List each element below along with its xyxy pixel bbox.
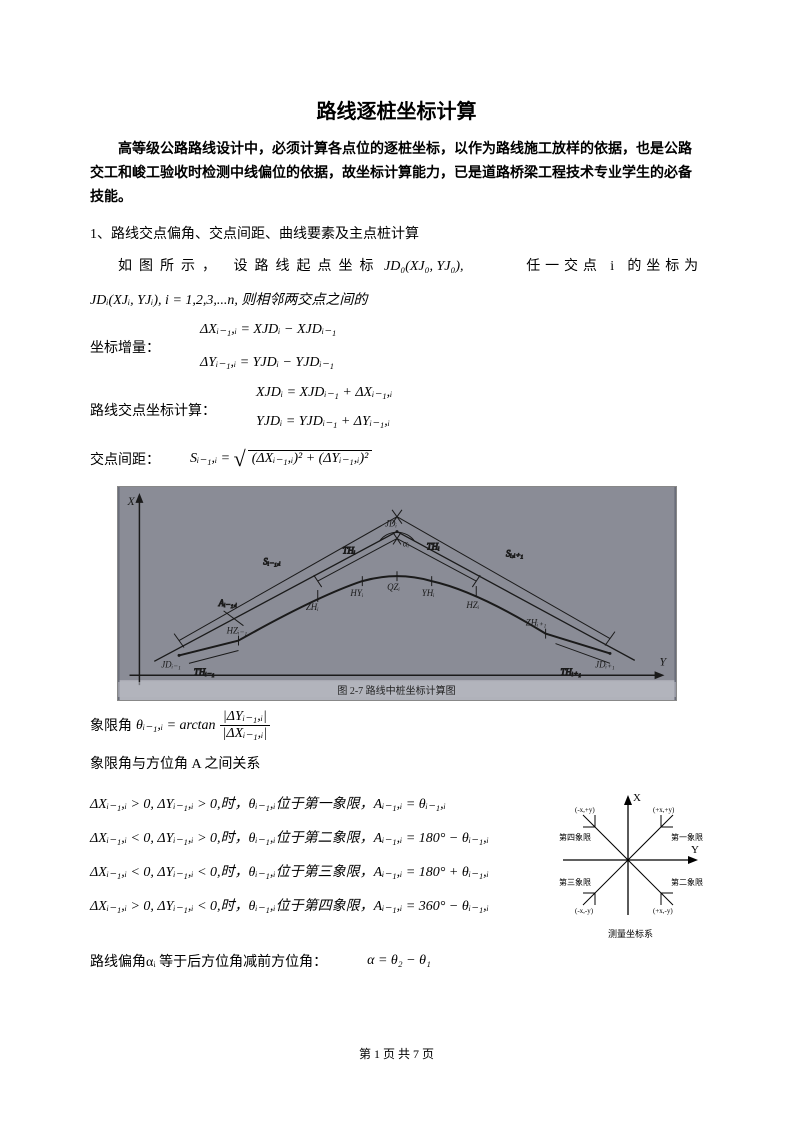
section-heading: 1、路线交点偏角、交点间距、曲线要素及主点桩计算 [90, 223, 703, 243]
quadrant-line-1: ΔXᵢ₋₁,ᵢ > 0, ΔYᵢ₋₁,ᵢ > 0,时，θᵢ₋₁,ᵢ位于第一象限，… [90, 793, 545, 813]
increment-label: 坐标增量： [90, 337, 160, 357]
route-diagram: X Y αᵢ JDᵢ₋₁ HZᵢ₋₁ ZHᵢ HYᵢ QZᵢ YHᵢ HZᵢ J… [117, 486, 677, 701]
quadrant-angle-eq: 象限角 θᵢ₋₁,ᵢ = arctan |ΔYᵢ₋₁,ᵢ| |ΔXᵢ₋₁,ᵢ| [90, 709, 703, 741]
svg-text:HZᵢ₋₁: HZᵢ₋₁ [225, 626, 247, 636]
distance-equation: Sᵢ₋₁,ᵢ = √(ΔXᵢ₋₁,ᵢ)² + (ΔYᵢ₋₁,ᵢ)² [190, 441, 372, 476]
page-title: 路线逐桩坐标计算 [90, 95, 703, 124]
intro-line-1: 如图所示， 设路线起点坐标 JD₀(XJ₀, YJ₀), 任一交点 i 的坐标为 [118, 253, 703, 281]
quadrant-line-2: ΔXᵢ₋₁,ᵢ < 0, ΔYᵢ₋₁,ᵢ > 0,时，θᵢ₋₁,ᵢ位于第二象限，… [90, 827, 545, 847]
quadrant-block: ΔXᵢ₋₁,ᵢ > 0, ΔYᵢ₋₁,ᵢ > 0,时，θᵢ₋₁,ᵢ位于第一象限，… [90, 785, 703, 945]
distance-label: 交点间距： [90, 449, 160, 469]
svg-text:第四象限: 第四象限 [559, 832, 591, 842]
coord-calc-label: 路线交点坐标计算： [90, 400, 216, 420]
svg-text:Sᵢ₋₁,ᵢ: Sᵢ₋₁,ᵢ [263, 556, 281, 566]
svg-text:Aᵢ₋₁,ᵢ: Aᵢ₋₁,ᵢ [217, 598, 237, 608]
relation-heading: 象限角与方位角 A 之间关系 [90, 753, 703, 773]
svg-text:JDᵢ₋₁: JDᵢ₋₁ [161, 659, 181, 669]
svg-text:HYᵢ: HYᵢ [349, 588, 363, 598]
svg-text:Y: Y [691, 844, 699, 856]
svg-text:X: X [633, 792, 641, 804]
svg-text:X: X [126, 494, 135, 508]
svg-text:第一象限: 第一象限 [671, 832, 703, 842]
coord-calc-row: 路线交点坐标计算： XJDᵢ = XJDᵢ₋₁ + ΔXᵢ₋₁,ᵢ YJDᵢ =… [90, 382, 703, 433]
svg-text:ZHᵢ: ZHᵢ [305, 602, 318, 612]
svg-text:ZHᵢ₊₁: ZHᵢ₊₁ [525, 618, 546, 628]
jdi-definition: JDᵢ(XJᵢ, YJᵢ), i = 1,2,3,...n, 则相邻两交点之间的 [90, 289, 703, 309]
svg-text:THᵢ₋₁: THᵢ₋₁ [193, 667, 214, 677]
svg-text:(+x,-y): (+x,-y) [653, 907, 673, 915]
intro-paragraph: 高等级公路路线设计中，必须计算各点位的逐桩坐标，以作为路线施工放样的依据，也是公… [90, 138, 703, 209]
coord-calc-equations: XJDᵢ = XJDᵢ₋₁ + ΔXᵢ₋₁,ᵢ YJDᵢ = YJDᵢ₋₁ + … [256, 382, 392, 433]
figure-caption: 图 2-7 路线中桩坐标计算图 [118, 682, 676, 697]
svg-text:Sᵢ,ᵢ₊₁: Sᵢ,ᵢ₊₁ [505, 548, 522, 558]
quadrant-diagram: X Y (-x,+y) (+x,+y) (+x,-y) [553, 785, 703, 945]
svg-text:THᵢ₊₁: THᵢ₊₁ [560, 667, 581, 677]
svg-text:JDᵢ₊₁: JDᵢ₊₁ [595, 659, 615, 669]
svg-text:(+x,+y): (+x,+y) [653, 806, 675, 814]
page-footer: 第 1 页 共 7 页 [0, 1045, 793, 1062]
svg-text:第二象限: 第二象限 [671, 877, 703, 887]
svg-text:THᵢ: THᵢ [342, 546, 355, 556]
quadrant-line-4: ΔXᵢ₋₁,ᵢ > 0, ΔYᵢ₋₁,ᵢ < 0,时，θᵢ₋₁,ᵢ位于第四象限，… [90, 895, 545, 915]
svg-text:第三象限: 第三象限 [559, 877, 591, 887]
svg-text:测量坐标系: 测量坐标系 [608, 928, 653, 939]
increment-equations: ΔXᵢ₋₁,ᵢ = XJDᵢ − XJDᵢ₋₁ ΔYᵢ₋₁,ᵢ = YJDᵢ −… [200, 319, 336, 374]
distance-row: 交点间距： Sᵢ₋₁,ᵢ = √(ΔXᵢ₋₁,ᵢ)² + (ΔYᵢ₋₁,ᵢ)² [90, 441, 703, 476]
quadrant-line-3: ΔXᵢ₋₁,ᵢ < 0, ΔYᵢ₋₁,ᵢ < 0,时，θᵢ₋₁,ᵢ位于第三象限，… [90, 861, 545, 881]
svg-text:(-x,-y): (-x,-y) [575, 907, 594, 915]
increment-row: 坐标增量： ΔXᵢ₋₁,ᵢ = XJDᵢ − XJDᵢ₋₁ ΔYᵢ₋₁,ᵢ = … [90, 319, 703, 374]
svg-text:YHᵢ: YHᵢ [421, 588, 434, 598]
svg-text:HZᵢ: HZᵢ [465, 600, 479, 610]
svg-text:THᵢ: THᵢ [426, 542, 439, 552]
svg-text:(-x,+y): (-x,+y) [575, 806, 595, 814]
deviation-line: 路线偏角αᵢ 等于后方位角减前方位角： α = θ₂ − θ₁ [90, 951, 703, 971]
svg-text:QZᵢ: QZᵢ [387, 582, 400, 592]
